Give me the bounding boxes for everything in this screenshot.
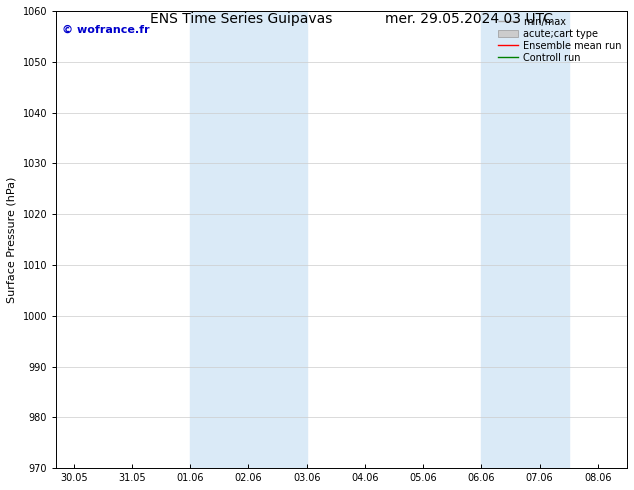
Text: ENS Time Series Guipavas: ENS Time Series Guipavas	[150, 12, 332, 26]
Y-axis label: Surface Pressure (hPa): Surface Pressure (hPa)	[7, 176, 17, 303]
Legend: min/max, acute;cart type, Ensemble mean run, Controll run: min/max, acute;cart type, Ensemble mean …	[495, 13, 625, 67]
Bar	[481, 11, 569, 468]
Bar	[190, 11, 307, 468]
Text: © wofrance.fr: © wofrance.fr	[62, 24, 150, 35]
Text: mer. 29.05.2024 03 UTC: mer. 29.05.2024 03 UTC	[385, 12, 553, 26]
